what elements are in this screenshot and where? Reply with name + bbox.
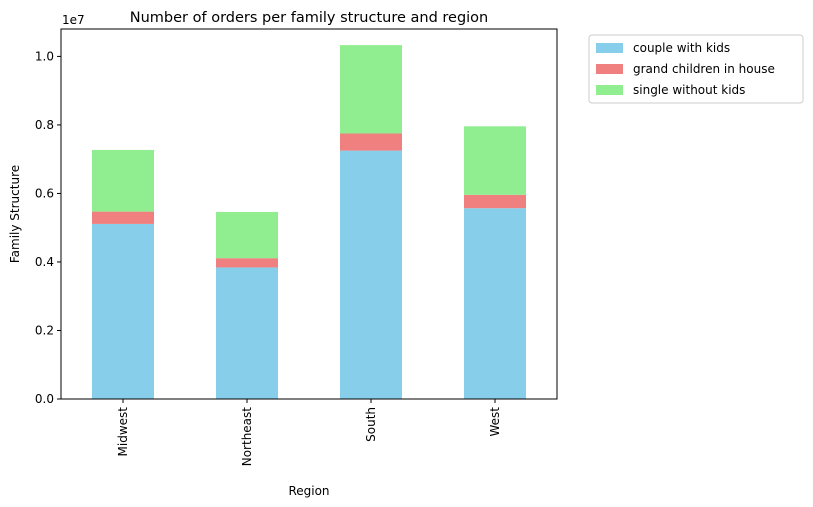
legend: couple with kids grand children in house s… (588, 34, 804, 104)
legend-label: single without kids (633, 83, 745, 97)
bars-group (92, 45, 526, 399)
legend-frame (588, 34, 804, 104)
y-tick-label: 0.4 (35, 255, 54, 269)
x-axis-label: Region (288, 484, 329, 498)
bar-west-series-2 (464, 126, 526, 195)
y-tick-label: 1.0 (35, 49, 54, 63)
y-axis-scale-label: 1e7 (62, 13, 85, 27)
x-tick-label: South (364, 407, 378, 442)
chart-title: Number of orders per family structure an… (130, 10, 489, 26)
bar-south-series-0 (340, 150, 402, 399)
plot-frame (60, 28, 558, 400)
bar-south-series-1 (340, 133, 402, 151)
bar-midwest-series-1 (92, 211, 154, 224)
bar-west-series-0 (464, 208, 526, 399)
bar-midwest-series-0 (92, 223, 154, 399)
legend-swatch (596, 43, 623, 53)
bar-northeast-series-2 (216, 211, 278, 259)
bar-northeast-series-0 (216, 267, 278, 399)
y-tick-label: 0.2 (35, 323, 54, 337)
y-tick-label: 0.8 (35, 118, 54, 132)
bar-south-series-2 (340, 45, 402, 134)
legend-swatch (596, 64, 623, 74)
bar-west-series-1 (464, 194, 526, 209)
legend-swatch (596, 85, 623, 95)
axes-group: 0.0 0.2 0.4 0.6 0.8 1.0 Midwest Northeast South W… (35, 49, 502, 466)
bar-midwest-series-2 (92, 149, 154, 212)
bar-northeast-series-1 (216, 258, 278, 268)
y-axis-label: Family Structure (8, 165, 22, 263)
y-tick-label: 0.6 (35, 186, 54, 200)
x-tick-label: Midwest (116, 407, 130, 457)
legend-label: couple with kids (633, 41, 730, 55)
x-tick-label: Northeast (240, 407, 254, 467)
legend-label: grand children in house (633, 62, 775, 76)
x-tick-label: West (488, 407, 502, 437)
y-tick-label: 0.0 (35, 392, 54, 406)
